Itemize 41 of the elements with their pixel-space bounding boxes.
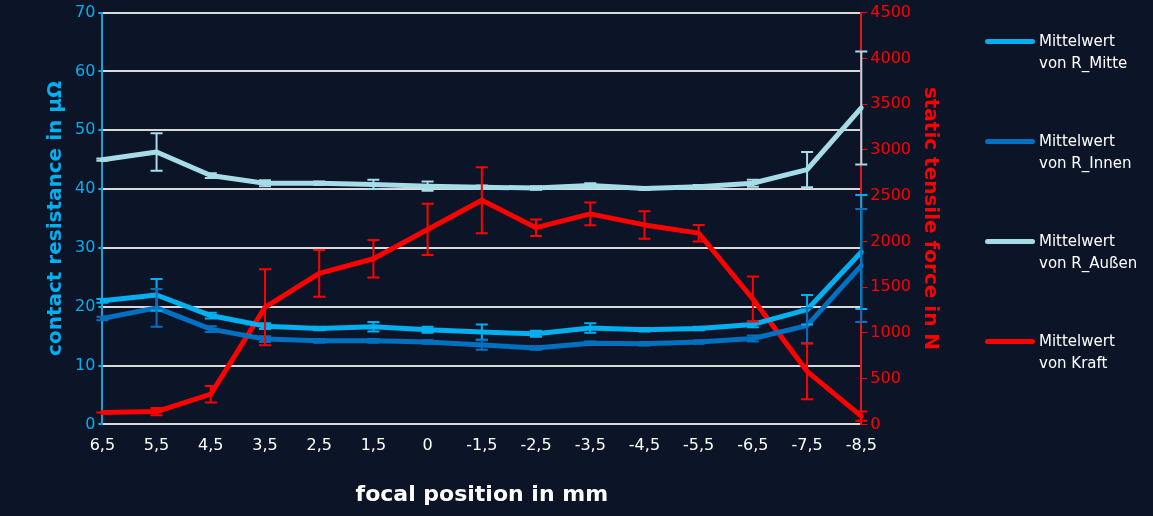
legend-label: Mittelwert von Kraft — [1039, 331, 1116, 374]
x-tick-label: -3,5 — [574, 435, 606, 455]
y2-tick-label: 3000 — [870, 139, 911, 159]
x-tick-label: -6,5 — [737, 435, 769, 455]
y-tick-label: 10 — [75, 354, 96, 374]
x-tick-label: 1,5 — [360, 435, 387, 455]
y2-tick-label: 1000 — [870, 322, 911, 342]
y-tick-label: 30 — [75, 237, 96, 257]
x-tick-label: 0 — [422, 435, 433, 455]
legend-label: Mittelwert von R_Innen — [1039, 131, 1133, 174]
x-tick-label: 3,5 — [252, 435, 278, 455]
y2-tick-label: 2500 — [870, 184, 911, 204]
y-tick-label: 0 — [85, 413, 96, 433]
x-tick-label: -8,5 — [845, 435, 877, 455]
y-tick-label: 70 — [75, 1, 96, 21]
x-tick-label: -1,5 — [466, 435, 498, 455]
y2-axis-title: static tensile force in N — [919, 86, 944, 351]
y2-tick-label: 4500 — [870, 1, 911, 21]
x-tick-label: 4,5 — [198, 435, 224, 455]
y-tick-label: 60 — [75, 60, 96, 80]
y2-tick-label: 1500 — [870, 276, 911, 296]
x-tick-label: 6,5 — [89, 435, 116, 455]
point — [474, 339, 489, 351]
y2-tick-label: 0 — [870, 413, 881, 433]
x-tick-label: -7,5 — [791, 435, 823, 455]
x-tick-label: 5,5 — [143, 435, 170, 455]
y2-tick-label: 500 — [870, 367, 901, 387]
x-tick-label: -5,5 — [683, 435, 715, 455]
y-tick-label: 50 — [75, 119, 96, 139]
y2-tick-label: 4000 — [870, 47, 911, 67]
y-axis-title: contact resistance in µΩ — [42, 81, 67, 356]
x-tick-label: -2,5 — [520, 435, 552, 455]
y-tick-label: 20 — [75, 295, 96, 315]
x-tick-label: 2,5 — [306, 435, 332, 455]
legend-label: Mittelwert von R_Mitte — [1039, 31, 1129, 74]
legend-label: Mittelwert von R_Außen — [1039, 231, 1139, 274]
y-tick-label: 40 — [75, 178, 96, 198]
x-tick-label: -4,5 — [628, 435, 661, 455]
x-axis-title: focal position in mm — [355, 480, 609, 506]
y2-tick-label: 3500 — [870, 93, 911, 113]
y2-tick-label: 2000 — [870, 230, 911, 250]
